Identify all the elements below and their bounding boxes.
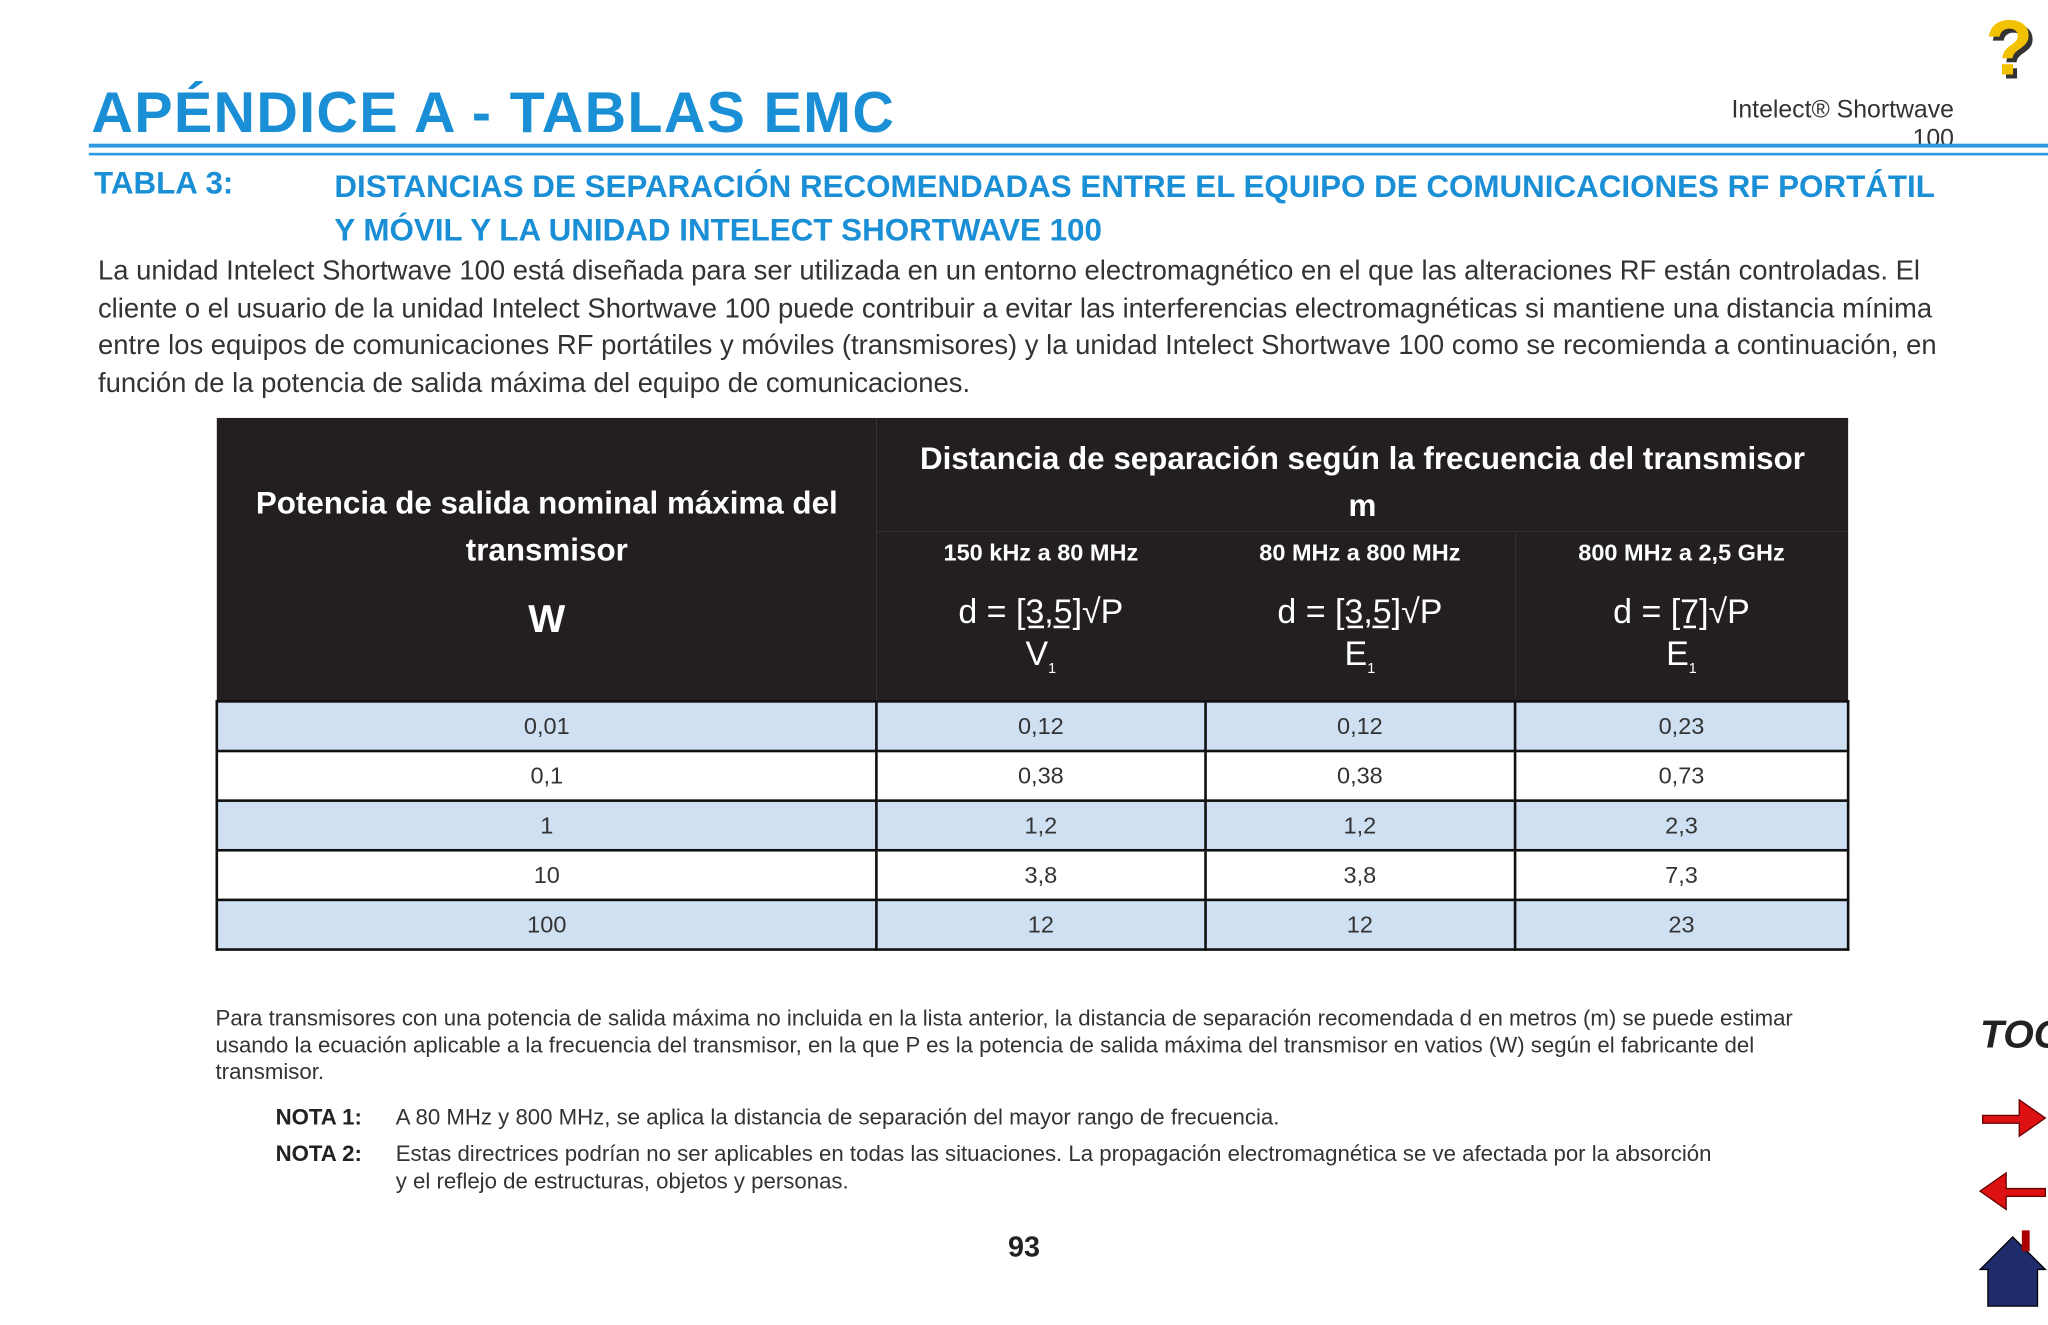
note-label: NOTA 1: [275, 1104, 362, 1130]
help-button[interactable]: ? [1985, 3, 2034, 92]
power-header: Potencia de salida nominal máxima del tr… [216, 417, 877, 702]
note-text: A 80 MHz y 800 MHz, se aplica la distanc… [395, 1104, 1280, 1130]
distance-header: Distancia de separación según la frecuen… [876, 417, 1849, 532]
band-header: 80 MHz a 800 MHz d = [3,5]√P E1 [1204, 531, 1515, 702]
prev-button[interactable] [1978, 1171, 2047, 1211]
formula-denominator: V1 [877, 632, 1205, 690]
band-label: 800 MHz a 2,5 GHz [1578, 539, 1785, 566]
emc-table: Potencia de salida nominal máxima del tr… [215, 417, 1850, 952]
table-title: DISTANCIAS DE SEPARACIÓN RECOMENDADAS EN… [334, 169, 1935, 249]
formula-root: √P [1401, 591, 1443, 631]
divider [88, 143, 2048, 148]
formula-denominator: E1 [1515, 632, 1848, 690]
band-row: 150 kHz a 80 MHz d = [3,5]√P V1 80 MHz a 80… [217, 531, 1849, 702]
table-cell: 1 [215, 799, 879, 852]
header-text: Distancia de separación según la frecuen… [919, 441, 1805, 477]
divider [88, 152, 2048, 155]
table-cell: 0,12 [875, 700, 1207, 753]
denominator: E [1666, 633, 1689, 673]
nav-icons [1978, 1098, 2047, 1307]
band-header: 800 MHz a 2,5 GHz d = [7]√P E1 [1514, 531, 1849, 702]
table-row: 0,1 0,38 0,38 0,73 [215, 749, 1850, 803]
formula-numerator: [7] [1670, 591, 1709, 631]
formula-numerator: [3,5] [1334, 591, 1402, 631]
formula: d = [3,5]√P [1205, 590, 1515, 632]
table-cell: 0,23 [1513, 700, 1850, 753]
band-label: 150 kHz a 80 MHz [943, 539, 1139, 566]
product-name: Intelect® Shortwave 100 [1731, 96, 1954, 153]
table-cell: 100 [215, 898, 879, 952]
table-cell: 12 [1203, 898, 1517, 952]
table-cell: 2,3 [1513, 799, 1850, 852]
table-label: TABLA 3: [94, 165, 234, 202]
table-cell: 1,2 [1203, 799, 1517, 852]
band-label: 80 MHz a 800 MHz [1259, 539, 1461, 566]
header-text: Potencia de salida nominal máxima del tr… [255, 485, 838, 569]
denominator: V [1025, 633, 1049, 673]
formula-numerator: [3,5] [1015, 591, 1083, 631]
intro-text: La unidad Intelect Shortwave 100 está di… [97, 255, 1937, 398]
formula: d = [7]√P [1515, 590, 1848, 632]
table-cell: 12 [875, 898, 1207, 952]
footnote: Para transmisores con una potencia de sa… [215, 1005, 1793, 1085]
table-cell: 0,38 [875, 749, 1207, 803]
page-number: 93 [1007, 1230, 1040, 1263]
formula-denominator: E1 [1205, 632, 1515, 690]
table-cell: 3,8 [1203, 849, 1517, 902]
formula: d = [3,5]√P [877, 590, 1205, 632]
table-cell: 7,3 [1513, 849, 1850, 902]
table-cell: 0,73 [1513, 749, 1850, 803]
formula-root: √P [1708, 591, 1750, 631]
next-button[interactable] [1982, 1098, 2047, 1138]
denominator: E [1344, 633, 1368, 673]
table-cell: 0,1 [215, 749, 879, 803]
note-text: Estas directrices podrían no ser aplicab… [395, 1141, 1712, 1194]
title: APÉNDICE A - TABLAS EMC [91, 80, 896, 145]
formula-prefix: d = [958, 591, 1007, 631]
formula-prefix: d = [1613, 591, 1662, 631]
table-cell: 1,2 [875, 799, 1207, 852]
table-cell: 0,38 [1203, 749, 1517, 803]
unit: m [1348, 488, 1377, 524]
table-cell: 10 [215, 849, 879, 902]
formula-prefix: d = [1277, 591, 1326, 631]
toc-button[interactable]: TOC [1980, 1013, 2048, 1057]
table-row: 0,01 0,12 0,12 0,23 [215, 700, 1850, 753]
table-cell: 0,01 [215, 700, 879, 753]
table-row: 100 12 12 23 [215, 898, 1850, 952]
table-cell: 23 [1513, 898, 1850, 952]
table-body: 0,01 0,12 0,12 0,23 0,1 0,38 0,38 0,73 1 1,2 1,2 2,… [215, 700, 1850, 952]
subscript: 1 [1048, 661, 1057, 677]
note-label: NOTA 2: [275, 1141, 362, 1167]
table-row: 10 3,8 3,8 7,3 [215, 849, 1850, 902]
table-row: 1 1,2 1,2 2,3 [215, 799, 1850, 852]
formula-root: √P [1082, 591, 1124, 631]
table-cell: 0,12 [1203, 700, 1517, 753]
chimney [2021, 1230, 2030, 1252]
band-header: 150 kHz a 80 MHz d = [3,5]√P V1 [876, 531, 1205, 702]
home-button[interactable] [1978, 1235, 2047, 1307]
unit: W [528, 598, 566, 642]
subscript: 1 [1367, 661, 1376, 677]
subscript: 1 [1688, 661, 1697, 677]
table-cell: 3,8 [875, 849, 1207, 902]
